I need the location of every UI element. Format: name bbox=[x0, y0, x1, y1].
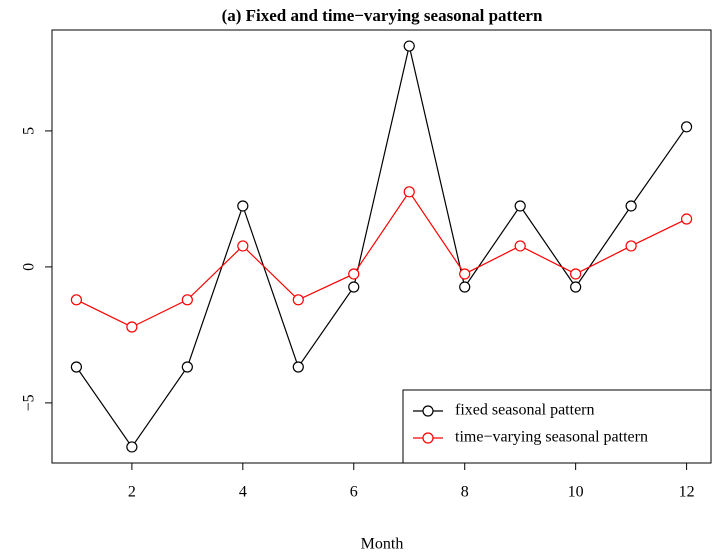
data-point bbox=[126, 321, 138, 333]
data-point bbox=[570, 268, 582, 280]
legend-marker bbox=[422, 432, 434, 444]
data-point bbox=[403, 186, 415, 198]
legend-label: fixed seasonal pattern bbox=[455, 402, 595, 419]
x-tick-label: 12 bbox=[679, 484, 695, 501]
data-point bbox=[680, 213, 693, 225]
data-point bbox=[459, 268, 471, 280]
series-line bbox=[75, 45, 688, 449]
data-point bbox=[237, 240, 249, 252]
y-tick-label: −5 bbox=[21, 394, 38, 411]
x-tick-label: 10 bbox=[568, 484, 584, 501]
plot-frame bbox=[51, 29, 712, 464]
data-point bbox=[514, 240, 526, 252]
legend-box bbox=[402, 389, 712, 464]
x-tick-label: 6 bbox=[350, 484, 358, 501]
legend-marker bbox=[422, 405, 434, 417]
x-axis-label: Month bbox=[361, 536, 404, 553]
data-point bbox=[126, 441, 138, 453]
x-tick-label: 2 bbox=[128, 484, 136, 501]
y-tick-label: 0 bbox=[21, 263, 38, 271]
data-point bbox=[292, 294, 304, 306]
data-point bbox=[292, 361, 304, 373]
data-point bbox=[459, 281, 471, 293]
y-tick-label: 5 bbox=[21, 127, 38, 135]
legend-label: time−varying seasonal pattern bbox=[455, 429, 648, 446]
data-point bbox=[570, 281, 582, 293]
data-point bbox=[625, 200, 637, 212]
data-point bbox=[680, 121, 693, 133]
data-point bbox=[348, 268, 360, 280]
x-tick-label: 8 bbox=[461, 484, 469, 501]
data-point bbox=[181, 294, 193, 306]
data-point bbox=[348, 281, 360, 293]
data-point bbox=[70, 294, 83, 306]
data-point bbox=[181, 361, 193, 373]
chart-title: (a) Fixed and time−varying seasonal patt… bbox=[222, 6, 543, 25]
data-point bbox=[237, 200, 249, 212]
data-point bbox=[403, 40, 415, 52]
series-line bbox=[76, 190, 687, 328]
data-point bbox=[514, 200, 526, 212]
x-tick-label: 4 bbox=[239, 484, 247, 501]
data-point bbox=[70, 361, 83, 373]
data-point bbox=[625, 240, 637, 252]
